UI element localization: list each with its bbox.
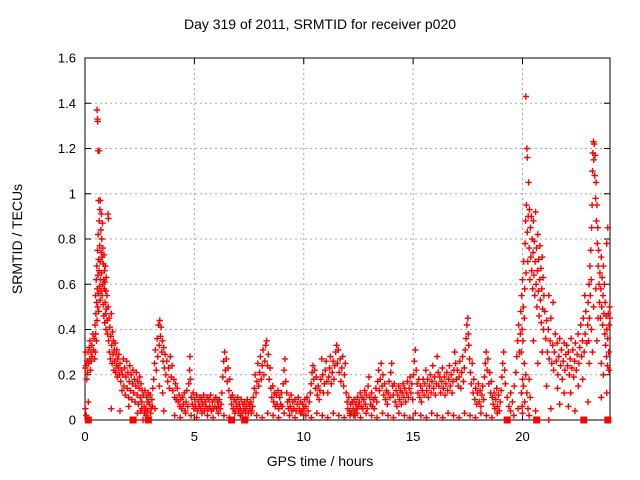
y-tick-label: 1.2 bbox=[58, 141, 76, 156]
x-axis-label: GPS time / hours bbox=[266, 453, 374, 469]
x-tick-label: 10 bbox=[297, 429, 311, 444]
y-tick-label: 1 bbox=[69, 186, 76, 201]
x-tick-label: 20 bbox=[515, 429, 529, 444]
series-flagged-zero bbox=[84, 416, 612, 424]
y-tick-label: 0 bbox=[69, 413, 76, 428]
y-tick-label: 0.2 bbox=[58, 367, 76, 382]
chart-title: Day 319 of 2011, SRMTID for receiver p02… bbox=[183, 16, 457, 32]
y-tick-label: 1.6 bbox=[58, 51, 76, 66]
y-tick-label: 1.4 bbox=[58, 96, 76, 111]
y-tick-label: 0.4 bbox=[58, 322, 76, 337]
y-tick-label: 0.6 bbox=[58, 277, 76, 292]
x-tick-label: 0 bbox=[81, 429, 88, 444]
y-tick-label: 0.8 bbox=[58, 232, 76, 247]
x-tick-label: 15 bbox=[406, 429, 420, 444]
x-tick-label: 5 bbox=[191, 429, 198, 444]
series-srmtid bbox=[82, 93, 614, 424]
y-axis-label: SRMTID / TECUs bbox=[9, 183, 25, 295]
